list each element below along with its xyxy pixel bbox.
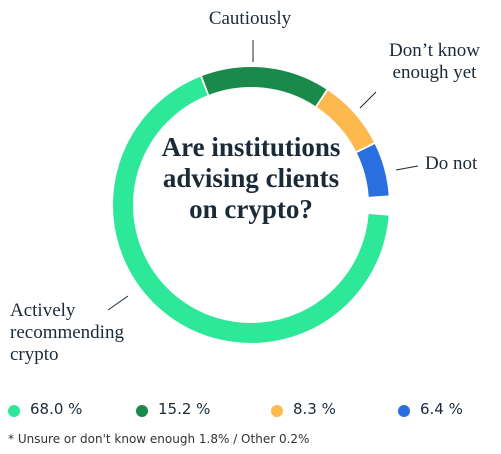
slice-label: Do not bbox=[425, 153, 478, 174]
slice-label: Actively recommending crypto bbox=[10, 300, 124, 365]
legend-dot bbox=[8, 405, 20, 417]
donut-slice bbox=[201, 67, 327, 107]
donut-slice bbox=[113, 76, 389, 343]
legend-dot bbox=[271, 405, 283, 417]
chart-title: Are institutions advising clients on cry… bbox=[161, 132, 341, 224]
legend-value: 15.2 % bbox=[158, 400, 211, 418]
legend-dot bbox=[136, 405, 148, 417]
leader-line bbox=[359, 91, 377, 109]
legend-value: 68.0 % bbox=[30, 400, 83, 418]
legend-dot bbox=[398, 405, 410, 417]
donut-slice bbox=[356, 144, 389, 198]
legend-value: 6.4 % bbox=[420, 400, 463, 418]
donut-slice bbox=[316, 90, 374, 152]
leader-line bbox=[107, 295, 129, 311]
legend-value: 8.3 % bbox=[293, 400, 336, 418]
footnote: * Unsure or don't know enough 1.8% / Oth… bbox=[8, 432, 310, 446]
leader-line bbox=[395, 165, 419, 171]
slice-label: Cautiously bbox=[208, 8, 292, 29]
slice-label: Don’t know enough yet bbox=[389, 40, 480, 83]
